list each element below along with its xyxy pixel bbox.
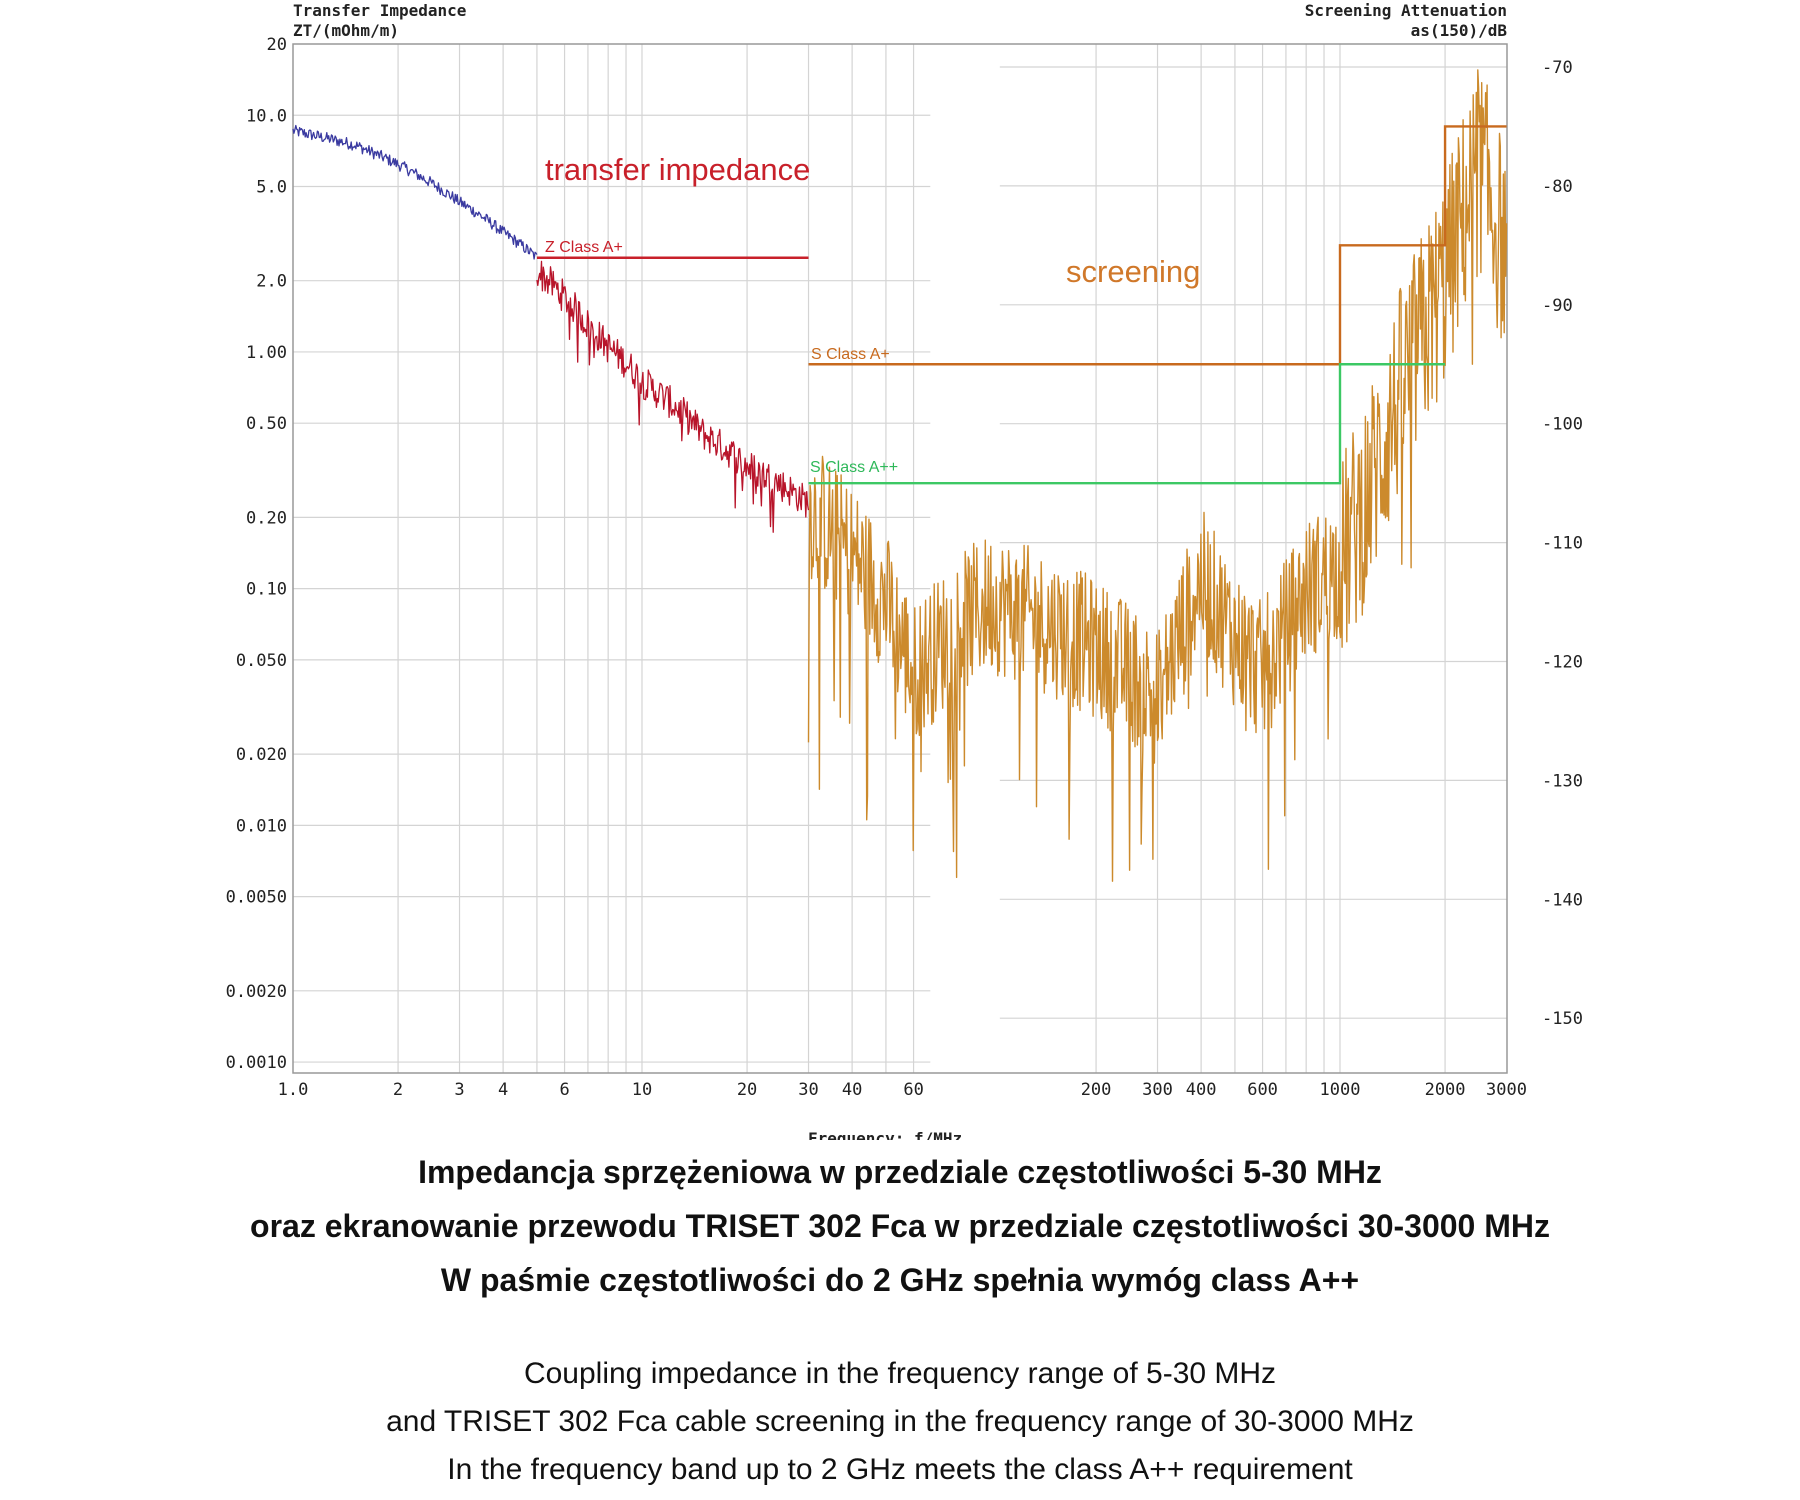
x-tick-label: 1000 xyxy=(1320,1080,1361,1100)
y-left-label-2: ZT/(mOhm/m) xyxy=(293,21,399,40)
y-left-tick-label: 0.50 xyxy=(246,414,287,434)
annotation-screening: screening xyxy=(1066,254,1200,289)
caption-en-3: In the frequency band up to 2 GHz meets … xyxy=(447,1453,1353,1486)
caption-pl-2: oraz ekranowanie przewodu TRISET 302 Fca… xyxy=(250,1208,1550,1244)
limit-label-s-class-a-plus: S Class A+ xyxy=(811,346,890,363)
data-series-line xyxy=(292,124,538,260)
x-tick-label: 60 xyxy=(903,1080,923,1100)
x-tick-label: 6 xyxy=(559,1080,569,1100)
x-tick-label: 2 xyxy=(393,1080,403,1100)
caption-pl-3: W paśmie częstotliwości do 2 GHz spełnia… xyxy=(440,1262,1360,1298)
limit-line xyxy=(808,363,1446,485)
y-left-label-1: Transfer Impedance xyxy=(293,1,466,20)
data-series-line xyxy=(536,260,810,533)
grid xyxy=(293,44,1507,1073)
caption-en-2: and TRISET 302 Fca cable screening in th… xyxy=(386,1405,1414,1438)
plot-frame xyxy=(292,43,1508,1074)
x-tick-label: 10 xyxy=(632,1080,652,1100)
caption-pl-1: Impedancja sprzężeniowa w przedziale czę… xyxy=(418,1154,1382,1190)
y-left-tick-label: 0.20 xyxy=(246,508,287,528)
limit-lines xyxy=(536,125,1507,485)
impedance-screening-chart: 1.0 2 3 4 6 10 20 30 40 60 200 300 400 600 1000 2000 300… xyxy=(226,1,1583,1140)
y-right-tick-label: -150 xyxy=(1542,1009,1583,1029)
y-left-tick-label: 20 xyxy=(267,35,287,55)
x-tick-label: 4 xyxy=(498,1080,508,1100)
limit-label-s-class-a-plus-plus: S Class A++ xyxy=(810,459,898,476)
x-tick-label: 600 xyxy=(1247,1080,1278,1100)
y-right-tick-label: -90 xyxy=(1542,296,1573,316)
x-axis-label: Frequency: f/MHz xyxy=(808,1129,962,1140)
ticks: 1.0 2 3 4 6 10 20 30 40 60 200 300 400 600 1000 2000 300… xyxy=(226,35,1583,1100)
x-tick-label: 3000 xyxy=(1486,1080,1527,1100)
annotation-transfer-impedance: transfer impedance xyxy=(545,152,810,187)
y-right-tick-label: -140 xyxy=(1542,890,1583,910)
y-left-tick-label: 0.010 xyxy=(236,816,287,836)
x-tick-label: 20 xyxy=(737,1080,757,1100)
y-right-label-2: as(150)/dB xyxy=(1411,21,1508,40)
y-right-tick-label: -70 xyxy=(1542,58,1573,78)
x-tick-label: 30 xyxy=(798,1080,818,1100)
limit-label-z-class-a-plus: Z Class A+ xyxy=(545,239,623,256)
y-left-tick-label: 0.0050 xyxy=(226,888,287,908)
y-left-tick-label: 0.050 xyxy=(236,651,287,671)
x-tick-label: 300 xyxy=(1142,1080,1173,1100)
y-right-tick-label: -100 xyxy=(1542,415,1583,435)
y-left-tick-label: 0.020 xyxy=(236,745,287,765)
series xyxy=(292,69,1508,882)
y-right-label-1: Screening Attenuation xyxy=(1305,1,1507,20)
y-right-tick-label: -80 xyxy=(1542,177,1573,197)
y-left-tick-label: 5.0 xyxy=(256,178,287,198)
data-series-line xyxy=(807,69,1508,882)
y-left-tick-label: 0.0020 xyxy=(226,982,287,1002)
y-left-tick-label: 10.0 xyxy=(246,106,287,126)
x-tick-label: 1.0 xyxy=(278,1080,309,1100)
caption-en-1: Coupling impedance in the frequency rang… xyxy=(523,1357,1277,1390)
y-right-tick-label: -130 xyxy=(1542,771,1583,791)
x-tick-label: 40 xyxy=(842,1080,862,1100)
x-tick-label: 3 xyxy=(454,1080,464,1100)
limit-line xyxy=(808,125,1507,366)
y-left-tick-label: 0.0010 xyxy=(226,1053,287,1073)
x-tick-label: 200 xyxy=(1081,1080,1112,1100)
y-left-tick-label: 2.0 xyxy=(256,272,287,292)
y-left-tick-label: 0.10 xyxy=(246,580,287,600)
x-tick-label: 400 xyxy=(1186,1080,1217,1100)
y-right-tick-label: -110 xyxy=(1542,534,1583,554)
x-tick-label: 2000 xyxy=(1425,1080,1466,1100)
y-right-tick-label: -120 xyxy=(1542,653,1583,673)
y-left-tick-label: 1.00 xyxy=(246,343,287,363)
